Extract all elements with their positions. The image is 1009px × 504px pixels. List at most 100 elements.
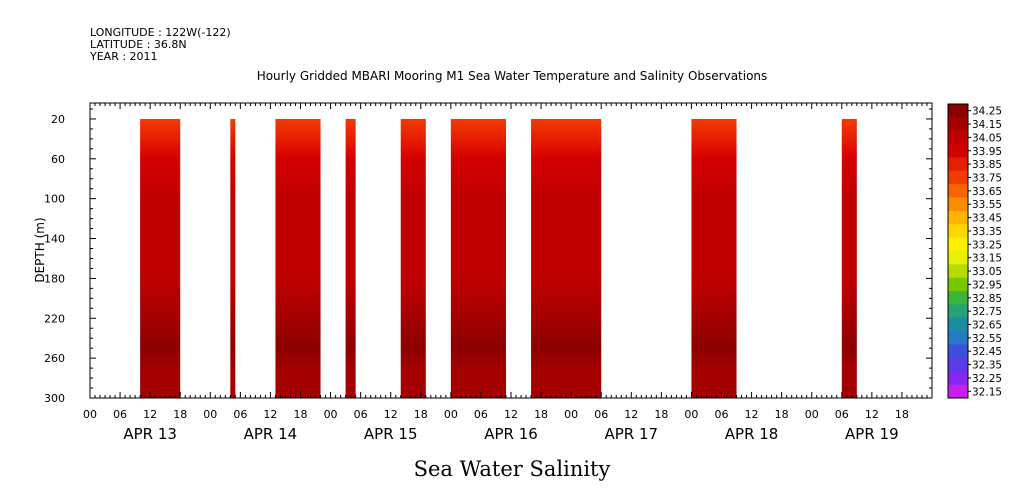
colorbar-swatch	[948, 130, 968, 145]
x-hour-label: 06	[474, 408, 488, 421]
y-tick-label: 140	[44, 233, 65, 246]
colorbar-swatch	[948, 117, 968, 132]
data-block	[531, 118, 602, 398]
colorbar-label: 34.15	[972, 119, 1002, 131]
colorbar-label: 33.95	[972, 146, 1002, 158]
y-tick-label: 100	[44, 193, 65, 206]
x-hour-label: 06	[354, 408, 368, 421]
x-day-label: APR 14	[244, 425, 298, 443]
x-hour-label: 00	[203, 408, 217, 421]
colorbar-swatch	[948, 304, 968, 319]
year-label: YEAR : 2011	[90, 50, 158, 63]
chart-title: Hourly Gridded MBARI Mooring M1 Sea Wate…	[257, 69, 768, 83]
x-day-label: APR 13	[123, 425, 177, 443]
x-hour-label: 18	[895, 408, 909, 421]
colorbar-swatch	[948, 264, 968, 279]
x-hour-label: 12	[263, 408, 277, 421]
x-hour-label: 18	[775, 408, 789, 421]
x-hour-label: 12	[865, 408, 879, 421]
x-hour-label: 18	[414, 408, 428, 421]
x-hour-label: 12	[504, 408, 518, 421]
data-block	[275, 118, 321, 398]
x-hour-label: 06	[715, 408, 729, 421]
colorbar-swatch	[948, 357, 968, 372]
colorbar-swatch	[948, 291, 968, 305]
x-hour-label: 00	[564, 408, 578, 421]
colorbar-swatch	[948, 170, 968, 185]
x-hour-label: 00	[805, 408, 819, 421]
x-hour-label: 18	[654, 408, 668, 421]
colorbar-swatch	[948, 317, 968, 332]
longitude-label: LONGITUDE : 122W(-122)	[90, 26, 231, 39]
colorbar-swatch	[948, 157, 968, 172]
data-block	[691, 118, 737, 398]
colorbar-swatch	[948, 331, 968, 346]
colorbar-label: 32.45	[972, 346, 1002, 358]
colorbar-label: 33.25	[972, 239, 1002, 251]
y-tick-label: 300	[44, 392, 65, 405]
colorbar-label: 32.75	[972, 306, 1002, 318]
colorbar-swatch	[948, 251, 968, 265]
colorbar-label: 33.35	[972, 226, 1002, 238]
data-block	[345, 118, 356, 398]
colorbar-label: 32.65	[972, 320, 1002, 332]
data-block	[400, 118, 426, 398]
x-day-label: APR 16	[484, 425, 538, 443]
colorbar-swatch	[948, 237, 968, 252]
colorbar-swatch	[948, 344, 968, 359]
x-hour-label: 00	[324, 408, 338, 421]
colorbar-swatch	[948, 210, 968, 225]
latitude-label: LATITUDE : 36.8N	[90, 38, 187, 51]
colorbar-label: 33.75	[972, 173, 1002, 185]
x-hour-label: 18	[173, 408, 187, 421]
colorbar-label: 33.65	[972, 186, 1002, 198]
x-hour-label: 00	[684, 408, 698, 421]
x-hour-label: 00	[83, 408, 97, 421]
y-tick-label: 180	[44, 272, 65, 285]
colorbar-label: 34.05	[972, 132, 1002, 144]
x-hour-label: 18	[294, 408, 308, 421]
colorbar-swatch	[948, 104, 968, 118]
x-hour-label: 18	[534, 408, 548, 421]
colorbar-label: 32.15	[972, 386, 1002, 398]
colorbar-swatch	[948, 197, 968, 212]
x-day-label: APR 15	[364, 425, 418, 443]
colorbar-swatch	[948, 224, 968, 239]
data-block	[841, 118, 857, 398]
x-day-label: APR 17	[604, 425, 658, 443]
data-block	[450, 118, 506, 398]
x-hour-label: 06	[835, 408, 849, 421]
x-hour-label: 12	[624, 408, 638, 421]
colorbar-label: 33.45	[972, 213, 1002, 225]
y-tick-label: 260	[44, 352, 65, 365]
colorbar-label: 32.85	[972, 293, 1002, 305]
colorbar-label: 33.85	[972, 159, 1002, 171]
x-hour-label: 06	[594, 408, 608, 421]
y-tick-label: 60	[51, 153, 65, 166]
x-day-label: APR 18	[725, 425, 779, 443]
colorbar-label: 32.55	[972, 333, 1002, 345]
colorbar-label: 33.05	[972, 266, 1002, 278]
colorbar-label: 32.95	[972, 279, 1002, 291]
x-day-label: APR 19	[845, 425, 899, 443]
colorbar-swatch	[948, 384, 968, 399]
colorbar-swatch	[948, 184, 968, 199]
data-block	[230, 118, 236, 398]
colorbar-label: 32.35	[972, 360, 1002, 372]
y-tick-label: 20	[51, 113, 65, 126]
data-block	[140, 118, 181, 398]
x-hour-label: 06	[113, 408, 127, 421]
colorbar-label: 32.25	[972, 373, 1002, 385]
colorbar-label: 33.15	[972, 253, 1002, 265]
x-hour-label: 12	[143, 408, 157, 421]
x-hour-label: 00	[444, 408, 458, 421]
colorbar-label: 34.25	[972, 106, 1002, 118]
x-hour-label: 12	[384, 408, 398, 421]
x-hour-label: 12	[745, 408, 759, 421]
x-hour-label: 06	[233, 408, 247, 421]
plot-frame	[89, 102, 933, 399]
bottom-label: Sea Water Salinity	[414, 457, 611, 481]
colorbar-swatch	[948, 277, 968, 292]
colorbar-label: 33.55	[972, 199, 1002, 211]
